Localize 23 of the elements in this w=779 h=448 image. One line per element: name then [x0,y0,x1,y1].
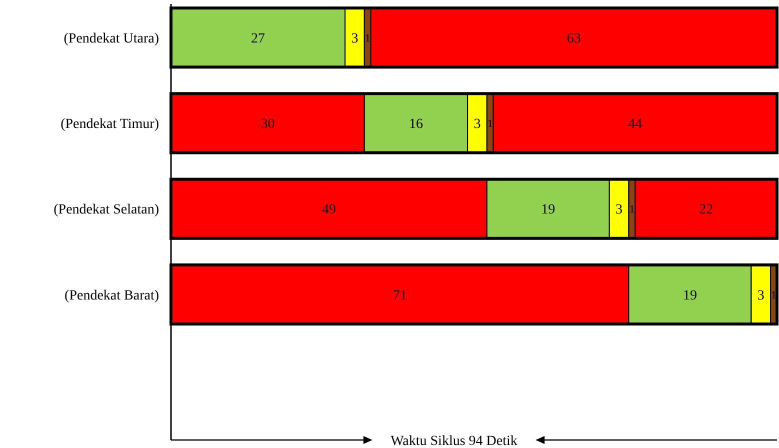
data-label: 49 [322,202,336,218]
data-label: 1 [771,289,777,302]
data-label: 71 [392,288,407,304]
data-label: 3 [757,288,764,304]
data-label: 27 [251,31,266,46]
data-label: 3 [616,202,623,218]
data-label: 19 [682,288,697,304]
data-label: 44 [628,117,642,132]
data-label: 3 [351,31,358,46]
data-label: 16 [408,117,423,132]
data-label: 30 [260,117,275,132]
y-tick-label: (Pendekat Barat) [64,288,160,304]
data-label: 63 [566,31,581,46]
data-label: 1 [629,204,635,216]
data-label: 19 [541,202,556,218]
text: Waktu Siklus 94 Detik [390,434,518,448]
y-tick-label: (Pendekat Utara) [64,31,160,46]
data-label: 22 [699,202,714,218]
data-label: 3 [474,117,481,132]
data-label: 1 [487,118,493,130]
data-label: 1 [364,32,370,44]
y-tick-label: (Pendekat Selatan) [54,202,160,218]
y-tick-label: (Pendekat Timur) [60,117,160,132]
